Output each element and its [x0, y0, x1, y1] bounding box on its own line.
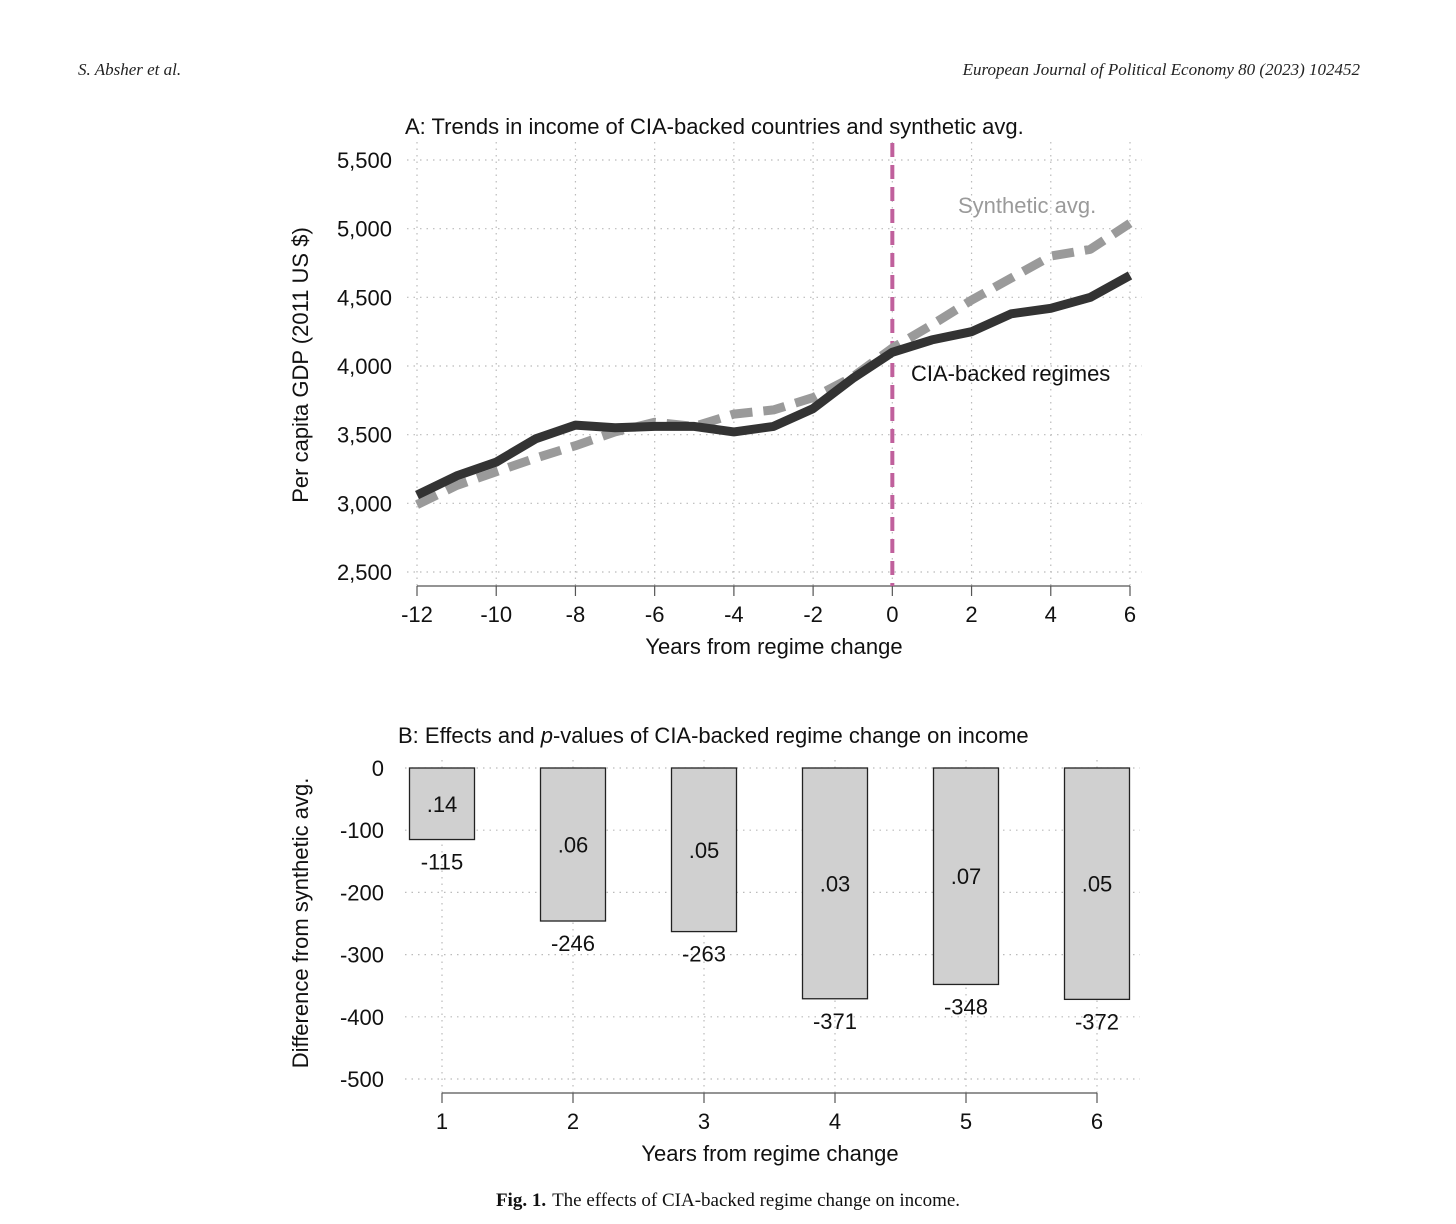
panel-b-title: B: Effects and p-values of CIA-backed re… — [398, 723, 1029, 748]
x-tick-label: -2 — [803, 602, 823, 627]
x-tick-label: 0 — [886, 602, 898, 627]
bar — [932, 767, 1000, 986]
bar-p-value-label: .03 — [820, 871, 851, 896]
bar-value-label: -115 — [421, 850, 463, 875]
y-tick-label: 3,500 — [337, 423, 392, 448]
y-tick-label: -200 — [340, 880, 384, 905]
caption-text: The effects of CIA-backed regime change … — [552, 1190, 961, 1211]
bar — [408, 767, 476, 841]
x-tick-label: 1 — [436, 1109, 448, 1134]
bar-p-value-label: .07 — [951, 864, 982, 889]
x-tick-label: -6 — [645, 602, 665, 627]
panel-a-axes: -12 -10 -8 -6 -4 -2 0 2 4 6 2,500 3,000 3,500 4,000 4,… — [337, 148, 1136, 627]
panel-b-axes: 0 -100 -200 -300 -400 -500 1 2 3 4 5 6 — [340, 756, 1103, 1134]
x-tick-label: 6 — [1124, 602, 1136, 627]
x-tick-label: 4 — [829, 1109, 841, 1134]
x-tick-label: 3 — [698, 1109, 710, 1134]
bar-p-value-label: .06 — [558, 833, 589, 858]
x-tick-label: 6 — [1091, 1109, 1103, 1134]
bar — [801, 767, 869, 1000]
bar-value-label: -246 — [551, 931, 595, 956]
panel-a-y-axis-label: Per capita GDP (2011 US $) — [288, 227, 313, 503]
bar-value-label: -348 — [944, 994, 988, 1019]
y-tick-label: -100 — [340, 818, 384, 843]
y-tick-label: -400 — [340, 1005, 384, 1030]
x-tick-label: -8 — [566, 602, 586, 627]
x-tick-label: -10 — [480, 602, 512, 627]
x-tick-label: -4 — [724, 602, 744, 627]
x-tick-label: 2 — [965, 602, 977, 627]
y-tick-label: 4,500 — [337, 285, 392, 310]
x-tick-label: 2 — [567, 1109, 579, 1134]
bar-p-value-label: .05 — [1082, 872, 1113, 897]
series-line-cia-backed — [415, 271, 1133, 500]
panel-a-x-axis-label: Years from regime change — [645, 634, 902, 659]
y-tick-label: 0 — [372, 756, 384, 781]
panel-b-plot: .14 -115 .06 -246 .05 -263 .03 -371 .07 -348 .05 -3… — [408, 767, 1131, 1034]
series-line-synthetic-avg — [415, 219, 1133, 509]
figure-canvas: A: Trends in income of CIA-backed countr… — [288, 114, 1142, 1166]
header-journal: European Journal of Political Economy 80… — [962, 60, 1360, 79]
bar-p-value-label: .05 — [689, 838, 720, 863]
bar — [1063, 767, 1131, 1001]
figure-caption: Fig. 1. The effects of CIA-backed regime … — [0, 1190, 1456, 1212]
y-tick-label: 5,500 — [337, 148, 392, 173]
y-tick-label: -500 — [340, 1067, 384, 1092]
panel-b-gridlines — [405, 760, 1140, 1093]
x-tick-label: 4 — [1045, 602, 1057, 627]
x-tick-label: 5 — [960, 1109, 972, 1134]
bar — [670, 767, 738, 933]
bar-value-label: -263 — [682, 942, 726, 967]
caption-label: Fig. 1. — [495, 1190, 547, 1211]
header-authors: S. Absher et al. — [78, 60, 182, 79]
panel-a-plot — [415, 143, 1133, 586]
bar-p-value-label: .14 — [427, 792, 458, 817]
bar — [539, 767, 607, 922]
bar-value-label: -371 — [813, 1009, 857, 1034]
y-tick-label: 2,500 — [337, 560, 392, 585]
panel-b-y-axis-label: Difference from synthetic avg. — [288, 778, 313, 1069]
series-label-synthetic: Synthetic avg. — [958, 193, 1096, 218]
y-tick-label: 3,000 — [337, 491, 392, 516]
panel-b-x-axis-label: Years from regime change — [641, 1141, 898, 1166]
y-tick-label: 4,000 — [337, 354, 392, 379]
bar-value-label: -372 — [1075, 1009, 1119, 1034]
y-tick-label: -300 — [340, 943, 384, 968]
series-label-cia: CIA-backed regimes — [911, 361, 1110, 386]
y-tick-label: 5,000 — [337, 217, 392, 242]
x-tick-label: -12 — [401, 602, 433, 627]
panel-a-title: A: Trends in income of CIA-backed countr… — [405, 114, 1024, 139]
